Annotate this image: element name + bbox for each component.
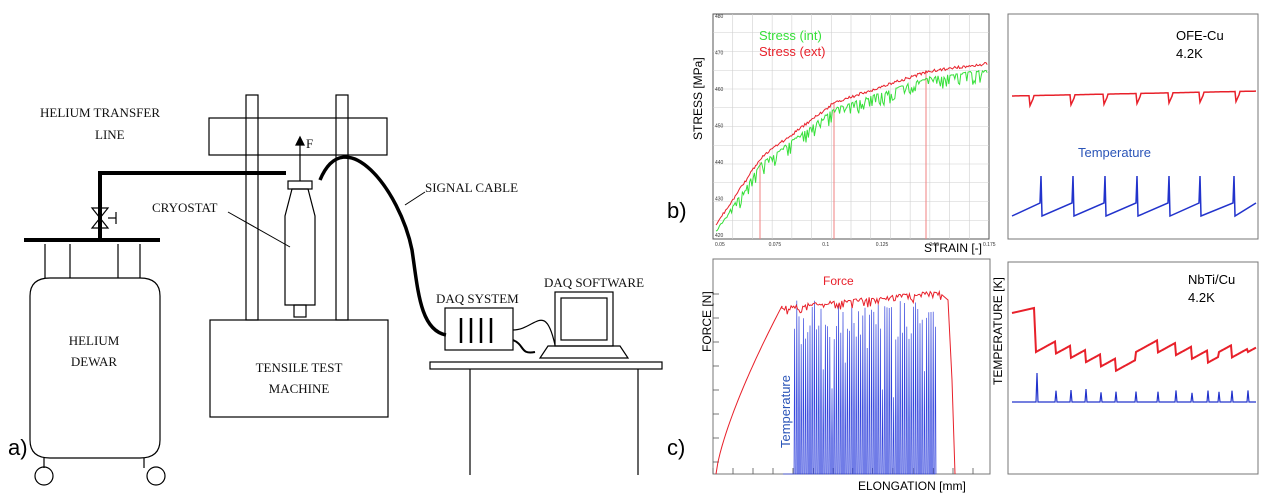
daq-software-label: DAQ SOFTWARE	[544, 275, 644, 290]
panel-b-side-title-1: OFE-Cu	[1176, 28, 1224, 43]
panel-b: 0.05 0.075 0.1 0.125 0.15 0.175 4204304404504…	[667, 13, 1259, 255]
ofe-cu-temperature-trace	[1011, 175, 1257, 218]
panel-c-ylabel-right: TEMPERATURE [K]	[991, 277, 1005, 385]
panel-a-letter: a)	[8, 435, 28, 460]
x-tick-label: 0.1	[822, 242, 829, 248]
daq-system	[444, 307, 556, 354]
nbti-cu-force-trace	[1011, 306, 1257, 373]
panel-b-letter: b)	[667, 198, 687, 223]
y-tick-label: 420	[715, 233, 724, 239]
helium-transfer-line	[98, 171, 286, 240]
stress-int-series	[715, 69, 988, 232]
helium-dewar-label-1: HELIUM	[69, 333, 120, 348]
helium-transfer-line-label-2: LINE	[95, 127, 125, 142]
panel-b-xticks: 0.05 0.075 0.1 0.125 0.15 0.175	[715, 242, 996, 248]
daq-laptop	[538, 291, 630, 359]
ofe-cu-stress-trace	[1012, 90, 1256, 109]
panel-c: Force Temperature FORCE [N] TEMPERATURE …	[667, 258, 1259, 493]
y-tick-label: 480	[715, 14, 724, 20]
panel-c-ylabel: FORCE [N]	[700, 291, 714, 352]
tensile-test-machine-label-1: TENSILE TEST	[256, 360, 343, 375]
temperature-series-label: Temperature	[778, 375, 793, 448]
panel-b-side-title-2: 4.2K	[1176, 46, 1203, 61]
y-tick-label: 470	[715, 51, 724, 57]
nbti-cu-temperature-trace	[1012, 372, 1256, 403]
signal-cable	[318, 155, 447, 337]
y-tick-label: 450	[715, 124, 724, 130]
y-tick-label: 460	[715, 87, 724, 93]
x-tick-label: 0.175	[983, 242, 996, 248]
x-tick-label: 0.15	[929, 242, 939, 248]
daq-system-label: DAQ SYSTEM	[436, 291, 519, 306]
panel-c-side-frame	[1007, 261, 1259, 475]
helium-dewar	[24, 238, 166, 486]
panel-b-ylabel: STRESS [MPa]	[691, 57, 705, 140]
helium-transfer-line-label-1: HELIUM TRANSFER	[40, 105, 160, 120]
panel-b-side-frame	[1007, 13, 1259, 240]
panel-c-xlabel: ELONGATION [mm]	[858, 479, 966, 493]
signal-cable-label: SIGNAL CABLE	[425, 180, 518, 195]
force-series-label: Force	[823, 274, 854, 288]
legend-stress-ext: Stress (ext)	[759, 44, 825, 59]
panel-b-temperature-label: Temperature	[1078, 145, 1151, 160]
valve-icon	[90, 207, 117, 229]
tensile-test-machine-label-2: MACHINE	[269, 381, 330, 396]
panel-c-side-title-2: 4.2K	[1188, 290, 1215, 305]
force-label: F	[306, 136, 313, 151]
helium-dewar-label-2: DEWAR	[71, 354, 118, 369]
table	[429, 361, 663, 475]
y-tick-label: 430	[715, 197, 724, 203]
cryostat-label: CRYOSTAT	[152, 200, 217, 215]
x-tick-label: 0.075	[769, 242, 782, 248]
panel-b-yticks: 420 430 440 450 460 470 480	[715, 14, 724, 239]
panel-a	[24, 94, 663, 486]
panel-b-xlabel: STRAIN [-]	[924, 241, 982, 255]
x-tick-label: 0.05	[715, 242, 725, 248]
panel-c-letter: c)	[667, 435, 685, 460]
temperature-spikes-series	[783, 300, 937, 475]
force-series	[715, 289, 956, 475]
x-tick-label: 0.125	[876, 242, 889, 248]
legend-stress-int: Stress (int)	[759, 28, 822, 43]
tensile-test-machine	[208, 94, 389, 418]
panel-c-side-title-1: NbTi/Cu	[1188, 272, 1235, 287]
panel-b-marker-lines	[759, 72, 927, 239]
y-tick-label: 440	[715, 160, 724, 166]
panel-a-labels: HELIUM TRANSFER LINE F CRYOSTAT SIGNAL C…	[40, 105, 644, 396]
panel-b-grid	[713, 14, 989, 239]
stress-ext-series	[715, 61, 988, 226]
